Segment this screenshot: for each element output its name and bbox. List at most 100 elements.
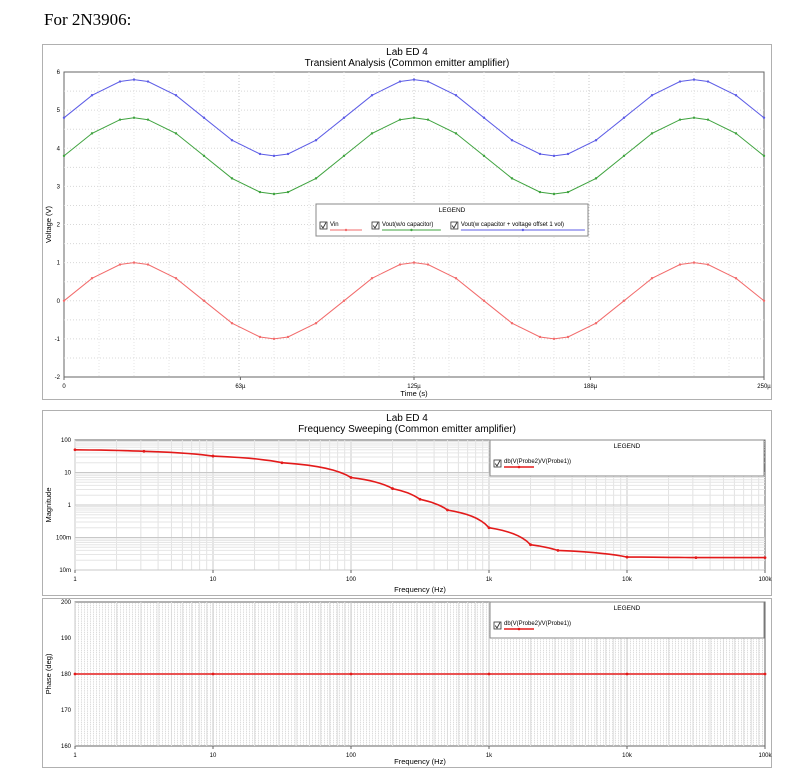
checkmark-icon	[494, 622, 501, 629]
data-point	[650, 132, 654, 135]
data-point	[286, 152, 290, 156]
legend-swatch-point	[410, 228, 413, 232]
data-point	[482, 299, 486, 302]
x-tick-label: 1k	[486, 753, 493, 759]
x-tick-label: 1k	[486, 577, 493, 583]
data-point	[272, 154, 276, 158]
data-point	[594, 139, 598, 142]
data-point	[762, 116, 766, 119]
data-point	[398, 80, 402, 83]
data-point	[763, 556, 767, 560]
data-point	[678, 263, 682, 266]
data-point	[73, 672, 77, 676]
data-point	[118, 118, 122, 121]
data-point	[342, 154, 346, 158]
data-point	[762, 299, 766, 302]
data-point	[692, 116, 696, 119]
data-point	[258, 190, 262, 194]
data-point	[370, 277, 374, 280]
series	[73, 672, 767, 676]
data-point	[454, 277, 458, 280]
y-tick-label: -2	[55, 375, 61, 381]
data-point	[230, 177, 234, 180]
y-tick-label: 200	[61, 600, 72, 606]
legend: LEGEND db(V(Probe2)/V(Probe1))	[489, 439, 765, 477]
data-point	[272, 337, 276, 341]
y-tick-label: 6	[57, 70, 61, 76]
data-point	[566, 152, 570, 156]
data-point	[90, 277, 94, 280]
series	[62, 78, 766, 158]
checkmark-icon	[494, 460, 501, 467]
data-point	[349, 476, 353, 479]
checkmark-icon	[451, 222, 458, 229]
data-point	[622, 154, 626, 158]
y-tick-label: 10m	[59, 568, 71, 574]
data-point	[556, 549, 560, 552]
data-point	[398, 118, 402, 121]
data-point	[314, 139, 318, 142]
legend-label: Vout(w/o capacitor)	[382, 222, 433, 228]
page-heading: For 2N3906:	[44, 10, 132, 29]
y-tick-label: 190	[61, 636, 72, 642]
data-point	[62, 116, 66, 119]
y-tick-label: 4	[57, 146, 61, 152]
data-point	[487, 526, 491, 530]
x-axis-label: Frequency (Hz)	[394, 757, 446, 766]
data-point	[62, 299, 66, 302]
y-tick-label: 160	[61, 744, 72, 750]
x-tick-label: 63µ	[235, 384, 246, 390]
y-gridlines	[75, 440, 765, 571]
legend-label: Vin	[330, 222, 339, 228]
legend-title: LEGEND	[439, 207, 466, 214]
series	[62, 261, 766, 341]
data-point	[594, 177, 598, 180]
data-point	[132, 116, 136, 119]
data-point	[370, 94, 374, 97]
frequency-phase-chart: 1 10 100 1k 10k 100k 160 170 180 190 200 Frequency …	[42, 598, 772, 768]
data-point	[510, 322, 514, 325]
data-point	[62, 154, 66, 158]
data-point	[314, 322, 318, 325]
data-point	[342, 299, 346, 302]
data-point	[454, 94, 458, 97]
y-axis-label: Voltage (V)	[44, 205, 53, 243]
data-point	[510, 177, 514, 180]
legend-checkbox	[319, 221, 328, 230]
legend-checkbox	[371, 221, 380, 230]
data-point	[272, 192, 276, 196]
data-point	[426, 80, 430, 83]
data-point	[487, 672, 491, 676]
data-point	[650, 277, 654, 280]
data-point	[552, 337, 556, 341]
data-point	[280, 461, 284, 465]
series	[62, 116, 766, 196]
y-tick-label: 0	[57, 299, 61, 305]
legend-title: LEGEND	[614, 605, 641, 612]
y-tick-label: 1	[68, 503, 72, 509]
data-point	[391, 487, 394, 490]
legend: LEGEND db(V(Probe2)/V(Probe1))	[489, 601, 765, 639]
data-point	[132, 78, 136, 81]
legend-swatch-point	[521, 228, 525, 232]
legend-swatch-point	[517, 627, 521, 631]
data-point	[678, 80, 682, 83]
legend-box	[489, 601, 765, 639]
data-point	[286, 190, 290, 194]
checkmark-icon	[372, 222, 379, 229]
data-point	[314, 177, 318, 180]
data-point	[73, 448, 77, 452]
data-point	[258, 335, 262, 339]
y-tick-label: 3	[57, 184, 61, 190]
data-point	[90, 94, 94, 97]
data-point	[202, 299, 206, 302]
data-point	[454, 132, 458, 135]
data-point	[538, 152, 542, 156]
y-axis-label: Magnitude	[44, 487, 53, 522]
data-point	[90, 132, 94, 135]
y-tick-label: 5	[57, 108, 61, 114]
x-tick-label: 0	[62, 384, 66, 390]
data-point	[734, 132, 738, 135]
data-point	[202, 116, 206, 119]
